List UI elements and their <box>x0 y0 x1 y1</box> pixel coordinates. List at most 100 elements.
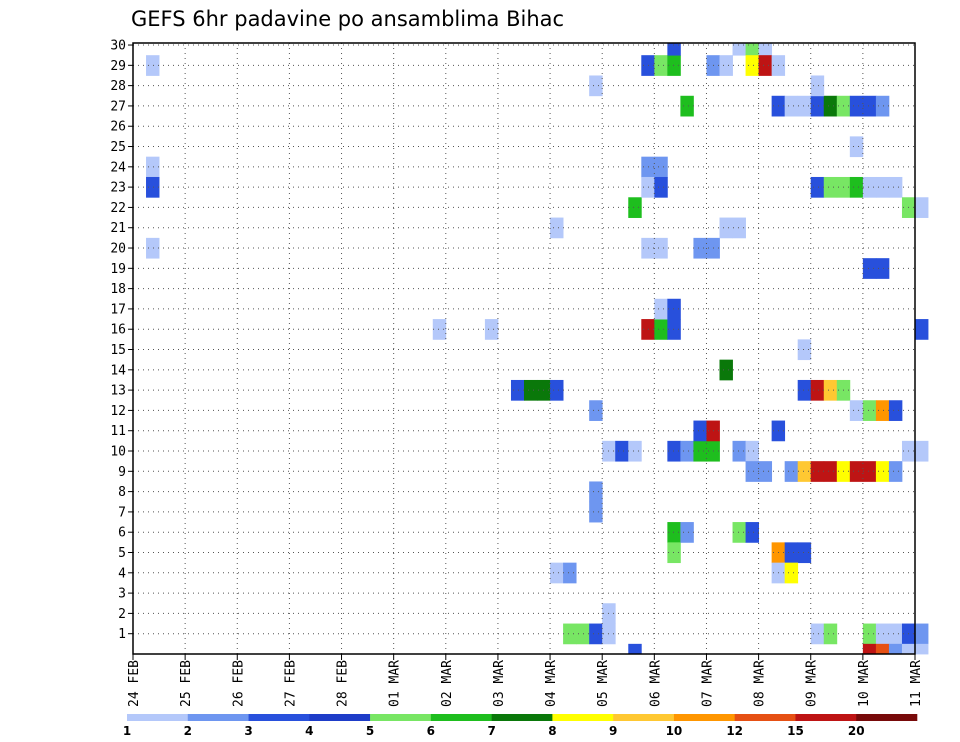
data-cell <box>888 400 903 421</box>
data-cell <box>797 542 812 564</box>
data-cell <box>823 379 838 401</box>
data-cell <box>667 55 681 76</box>
x-tick-label: 06 MAR <box>648 660 663 707</box>
data-cell <box>719 359 733 381</box>
data-cell <box>862 623 877 645</box>
legend-label: 6 <box>427 724 435 738</box>
data-cell <box>849 400 864 421</box>
data-cell <box>732 440 746 462</box>
data-cell <box>784 542 799 564</box>
legend-label: 20 <box>848 724 865 738</box>
y-tick-label: 10 <box>110 445 126 460</box>
x-tick-label: 08 MAR <box>753 660 768 707</box>
data-cell <box>862 258 877 279</box>
data-cell <box>875 643 890 655</box>
plot-frame <box>132 42 916 655</box>
data-cell <box>432 319 447 340</box>
data-cell <box>667 522 681 543</box>
data-cell <box>628 197 642 218</box>
data-cell <box>667 298 681 320</box>
x-tick-label: 09 MAR <box>805 660 820 707</box>
data-cell <box>589 481 603 503</box>
data-cell <box>810 176 825 198</box>
y-tick-label: 24 <box>110 160 126 175</box>
y-tick-label: 15 <box>110 343 126 358</box>
y-tick-label: 12 <box>110 404 126 419</box>
data-cell <box>654 319 668 340</box>
x-tick-label: 03 MAR <box>492 660 507 707</box>
data-cell <box>628 643 642 655</box>
legend-swatch <box>673 714 735 721</box>
data-cell <box>758 55 773 76</box>
data-cell <box>693 237 707 259</box>
legend-label: 12 <box>726 724 743 738</box>
data-cell <box>758 43 773 56</box>
data-cell <box>849 136 864 158</box>
data-cell <box>862 95 877 117</box>
y-tick-label: 23 <box>110 181 126 196</box>
y-tick-label: 20 <box>110 242 126 257</box>
data-cell <box>654 55 668 76</box>
data-cell <box>680 522 694 543</box>
data-cell <box>901 643 916 655</box>
legend-swatch <box>552 714 614 721</box>
data-cell <box>915 440 929 462</box>
data-cell <box>654 176 668 198</box>
data-cell <box>915 623 929 645</box>
data-cell <box>875 258 890 279</box>
y-tick-label: 16 <box>110 323 126 338</box>
data-cell <box>875 461 890 482</box>
data-cell <box>550 562 564 584</box>
legend-swatch <box>795 714 857 721</box>
data-cell <box>888 643 903 655</box>
data-cell <box>810 379 825 401</box>
y-tick-label: 6 <box>118 526 126 541</box>
data-cell <box>810 75 825 97</box>
data-cell <box>758 461 773 482</box>
data-cell <box>563 623 577 645</box>
data-cell <box>875 400 890 421</box>
y-tick-label: 14 <box>110 363 126 378</box>
data-cell <box>862 400 877 421</box>
data-cell <box>875 623 890 645</box>
legend-label: 3 <box>244 724 252 738</box>
chart-title: GEFS 6hr padavine po ansamblima Bihac <box>131 7 564 31</box>
data-cell <box>576 623 590 645</box>
legend-label: 4 <box>305 724 313 738</box>
data-cell <box>589 501 603 523</box>
data-cell <box>823 176 838 198</box>
data-cell <box>745 43 759 56</box>
data-cell <box>589 400 603 421</box>
legend-label: 8 <box>548 724 556 738</box>
data-cell <box>589 75 603 97</box>
y-tick-label: 26 <box>110 120 126 135</box>
y-tick-label: 9 <box>118 465 126 480</box>
data-cell <box>667 43 681 56</box>
y-tick-label: 30 <box>110 39 126 54</box>
data-cell <box>797 95 812 117</box>
y-tick-label: 4 <box>118 566 126 581</box>
data-cell <box>888 623 903 645</box>
y-tick-label: 28 <box>110 79 126 94</box>
legend-swatch <box>127 714 189 721</box>
data-cell <box>915 197 929 218</box>
data-cell <box>875 176 890 198</box>
data-cell <box>654 156 668 178</box>
data-cell <box>784 95 799 117</box>
data-cell <box>797 339 812 361</box>
data-cell <box>849 461 864 482</box>
y-tick-label: 7 <box>118 505 126 520</box>
y-tick-label: 29 <box>110 59 126 74</box>
legend-swatch <box>734 714 796 721</box>
data-cell <box>680 440 694 462</box>
data-cell <box>862 643 877 655</box>
legend-label: 2 <box>184 724 192 738</box>
x-tick-label: 02 MAR <box>440 660 455 707</box>
data-cell <box>589 623 603 645</box>
legend-swatch <box>187 714 249 721</box>
data-cell <box>745 522 759 543</box>
data-cell <box>745 461 759 482</box>
y-tick-label: 21 <box>110 221 126 236</box>
data-cell <box>510 379 525 401</box>
